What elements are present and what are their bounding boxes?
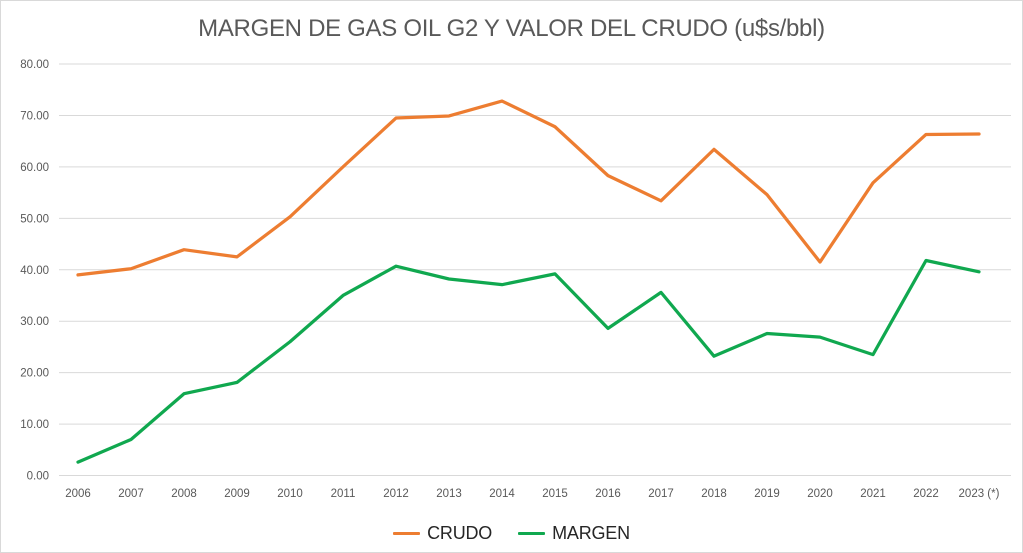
crudo-line-swatch-icon	[393, 532, 421, 535]
y-axis-tick-label: 10.00	[20, 419, 49, 431]
y-axis-tick-label: 20.00	[20, 368, 49, 380]
x-axis-tick-label: 2020	[807, 488, 833, 500]
legend-label-margen: MARGEN	[552, 523, 630, 543]
y-axis-tick-label: 50.00	[20, 213, 49, 225]
x-axis-tick-label: 2013	[436, 488, 462, 500]
x-axis-tick-label: 2021	[860, 488, 886, 500]
x-axis-tick-label: 2015	[542, 488, 568, 500]
y-axis-tick-label: 40.00	[20, 265, 49, 277]
legend-item-margen: MARGEN	[518, 523, 630, 544]
x-axis-tick-label: 2010	[277, 488, 303, 500]
x-axis-tick-label: 2022	[913, 488, 939, 500]
x-axis-tick-label: 2014	[489, 488, 515, 500]
x-axis-tick-label: 2023 (*)	[959, 488, 1000, 500]
y-axis-tick-label: 70.00	[20, 110, 49, 122]
x-axis-tick-label: 2017	[648, 488, 674, 500]
legend-label-crudo: CRUDO	[427, 523, 493, 543]
series-line-margen	[76, 258, 981, 464]
x-axis-tick-label: 2018	[701, 488, 727, 500]
x-axis-tick-label: 2012	[383, 488, 409, 500]
x-axis-tick-label: 2016	[595, 488, 621, 500]
y-axis-tick-label: 80.00	[20, 59, 49, 71]
margen-line-swatch-icon	[518, 532, 546, 535]
x-axis-tick-label: 2019	[754, 488, 780, 500]
x-axis-tick-label: 2011	[331, 488, 356, 500]
y-axis-tick-label: 0.00	[27, 471, 49, 483]
chart-title: MARGEN DE GAS OIL G2 Y VALOR DEL CRUDO (…	[198, 15, 825, 42]
x-axis-tick-label: 2006	[65, 488, 91, 500]
x-axis-tick-label: 2007	[118, 488, 144, 500]
x-axis-tick-label: 2009	[224, 488, 250, 500]
x-axis-tick-label: 2008	[171, 488, 197, 500]
y-axis-tick-label: 60.00	[20, 162, 49, 174]
chart-legend: CRUDO MARGEN	[1, 523, 1022, 544]
y-axis-tick-label: 30.00	[20, 316, 49, 328]
legend-item-crudo: CRUDO	[393, 523, 492, 544]
series-line-crudo	[76, 99, 981, 277]
